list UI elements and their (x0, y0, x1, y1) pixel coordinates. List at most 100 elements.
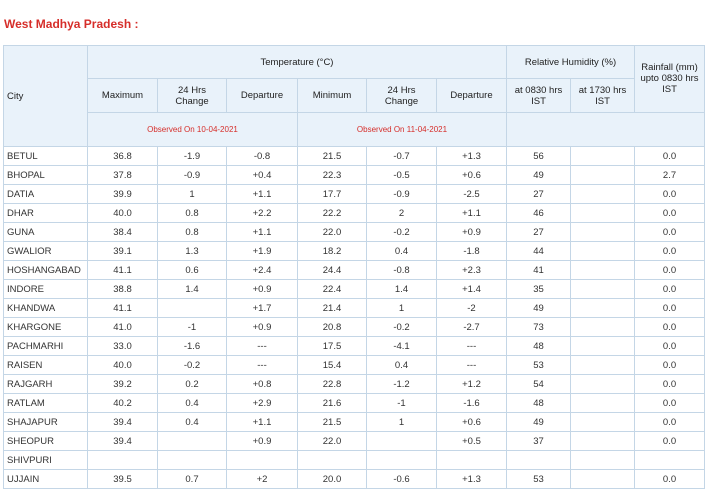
value-cell: +0.9 (226, 279, 298, 299)
value-cell: +0.6 (436, 165, 507, 185)
value-cell: 24.4 (297, 260, 367, 280)
value-cell: 22.0 (297, 222, 367, 242)
value-cell: 17.7 (297, 184, 367, 204)
value-cell: 39.1 (87, 241, 158, 261)
observed-date: Observed On 11-04-2021 (297, 112, 507, 147)
value-cell: 36.8 (87, 146, 158, 166)
value-cell (569, 393, 636, 413)
header-cell: Rainfall (mm) upto 0830 hrs IST (634, 45, 706, 113)
value-cell: 21.6 (297, 393, 367, 413)
value-cell: 1 (366, 298, 437, 318)
value-cell: +1.7 (226, 298, 298, 318)
data-row: PACHMARHI 33.0 -1.6 --- 17.5 -4.1 --- 48 0.0 (3, 336, 706, 356)
value-cell (436, 450, 507, 470)
value-cell: +1.3 (436, 469, 507, 489)
value-cell: 37.8 (87, 165, 158, 185)
value-cell: 56 (506, 146, 571, 166)
city-cell: RAJGARH (3, 374, 88, 394)
table-body: BETUL 36.8 -1.9 -0.8 21.5 -0.7 +1.3 56 0.0 BHOPAL… (3, 146, 706, 489)
value-cell: +2 (226, 469, 298, 489)
value-cell: 0.7 (157, 469, 227, 489)
value-cell: +0.6 (436, 412, 507, 432)
city-cell: KHARGONE (3, 317, 88, 337)
value-cell: 21.5 (297, 412, 367, 432)
value-cell: 54 (506, 374, 571, 394)
data-row: DHAR 40.0 0.8 +2.2 22.2 2 +1.1 46 0.0 (3, 203, 706, 223)
value-cell (87, 450, 158, 470)
value-cell: 53 (506, 469, 571, 489)
value-cell: 0.0 (634, 298, 706, 318)
city-cell: KHANDWA (3, 298, 88, 318)
city-cell: HOSHANGABAD (3, 260, 88, 280)
value-cell: 0.0 (634, 279, 706, 299)
value-cell: 15.4 (297, 355, 367, 375)
value-cell: +1.1 (226, 222, 298, 242)
data-row: SHIVPURI (3, 450, 706, 470)
header-cell: City (3, 45, 88, 147)
value-cell: 0.0 (634, 317, 706, 337)
value-cell: --- (226, 355, 298, 375)
data-row: GWALIOR 39.1 1.3 +1.9 18.2 0.4 -1.8 44 0.0 (3, 241, 706, 261)
city-cell: GWALIOR (3, 241, 88, 261)
column-header: Maximum (87, 78, 158, 113)
value-cell: 2 (366, 203, 437, 223)
city-cell: RAISEN (3, 355, 88, 375)
value-cell: 39.4 (87, 431, 158, 451)
city-cell: BHOPAL (3, 165, 88, 185)
value-cell: 21.4 (297, 298, 367, 318)
value-cell: -0.2 (157, 355, 227, 375)
value-cell: -2.5 (436, 184, 507, 204)
value-cell: 27 (506, 184, 571, 204)
value-cell: 18.2 (297, 241, 367, 261)
value-cell: 0.0 (634, 260, 706, 280)
value-cell (569, 260, 636, 280)
value-cell: -0.9 (366, 184, 437, 204)
column-header: 24 Hrs Change (157, 78, 227, 113)
value-cell: 41.1 (87, 260, 158, 280)
value-cell (157, 431, 227, 451)
data-row: SHAJAPUR 39.4 0.4 +1.1 21.5 1 +0.6 49 0.0 (3, 412, 706, 432)
value-cell: 44 (506, 241, 571, 261)
value-cell: +0.8 (226, 374, 298, 394)
observed-date: Observed On 10-04-2021 (87, 112, 298, 147)
data-row: RAISEN 40.0 -0.2 --- 15.4 0.4 --- 53 0.0 (3, 355, 706, 375)
value-cell (569, 431, 636, 451)
value-cell: -1.2 (366, 374, 437, 394)
value-cell: 22.3 (297, 165, 367, 185)
column-header: Departure (226, 78, 298, 113)
value-cell: 0.0 (634, 412, 706, 432)
value-cell (157, 450, 227, 470)
value-cell: -1 (157, 317, 227, 337)
value-cell: +1.1 (226, 412, 298, 432)
value-cell: 49 (506, 298, 571, 318)
header-cell: Relative Humidity (%) (505, 45, 636, 79)
value-cell: 48 (506, 336, 571, 356)
value-cell: 33.0 (87, 336, 158, 356)
value-cell: 38.8 (87, 279, 158, 299)
value-cell: 0.0 (634, 393, 706, 413)
value-cell: 46 (506, 203, 571, 223)
value-cell (366, 450, 437, 470)
city-cell: SHAJAPUR (3, 412, 88, 432)
value-cell: 0.6 (157, 260, 227, 280)
value-cell: -0.2 (366, 317, 437, 337)
value-cell (569, 317, 636, 337)
value-cell: +0.4 (226, 165, 298, 185)
value-cell: 27 (506, 222, 571, 242)
value-cell: 0.4 (366, 241, 437, 261)
value-cell: --- (226, 336, 298, 356)
value-cell: 0.0 (634, 469, 706, 489)
value-cell: 1.4 (366, 279, 437, 299)
value-cell: -1.6 (157, 336, 227, 356)
value-cell (569, 184, 636, 204)
value-cell (506, 450, 571, 470)
data-row: KHARGONE 41.0 -1 +0.9 20.8 -0.2 -2.7 73 0.0 (3, 317, 706, 337)
value-cell: +2.9 (226, 393, 298, 413)
value-cell: 41.1 (87, 298, 158, 318)
value-cell: 53 (506, 355, 571, 375)
value-cell: +0.5 (436, 431, 507, 451)
value-cell: --- (436, 355, 507, 375)
city-cell: BETUL (3, 146, 88, 166)
value-cell: -1.9 (157, 146, 227, 166)
